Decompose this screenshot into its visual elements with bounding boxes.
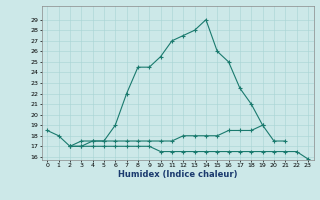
X-axis label: Humidex (Indice chaleur): Humidex (Indice chaleur) — [118, 170, 237, 179]
